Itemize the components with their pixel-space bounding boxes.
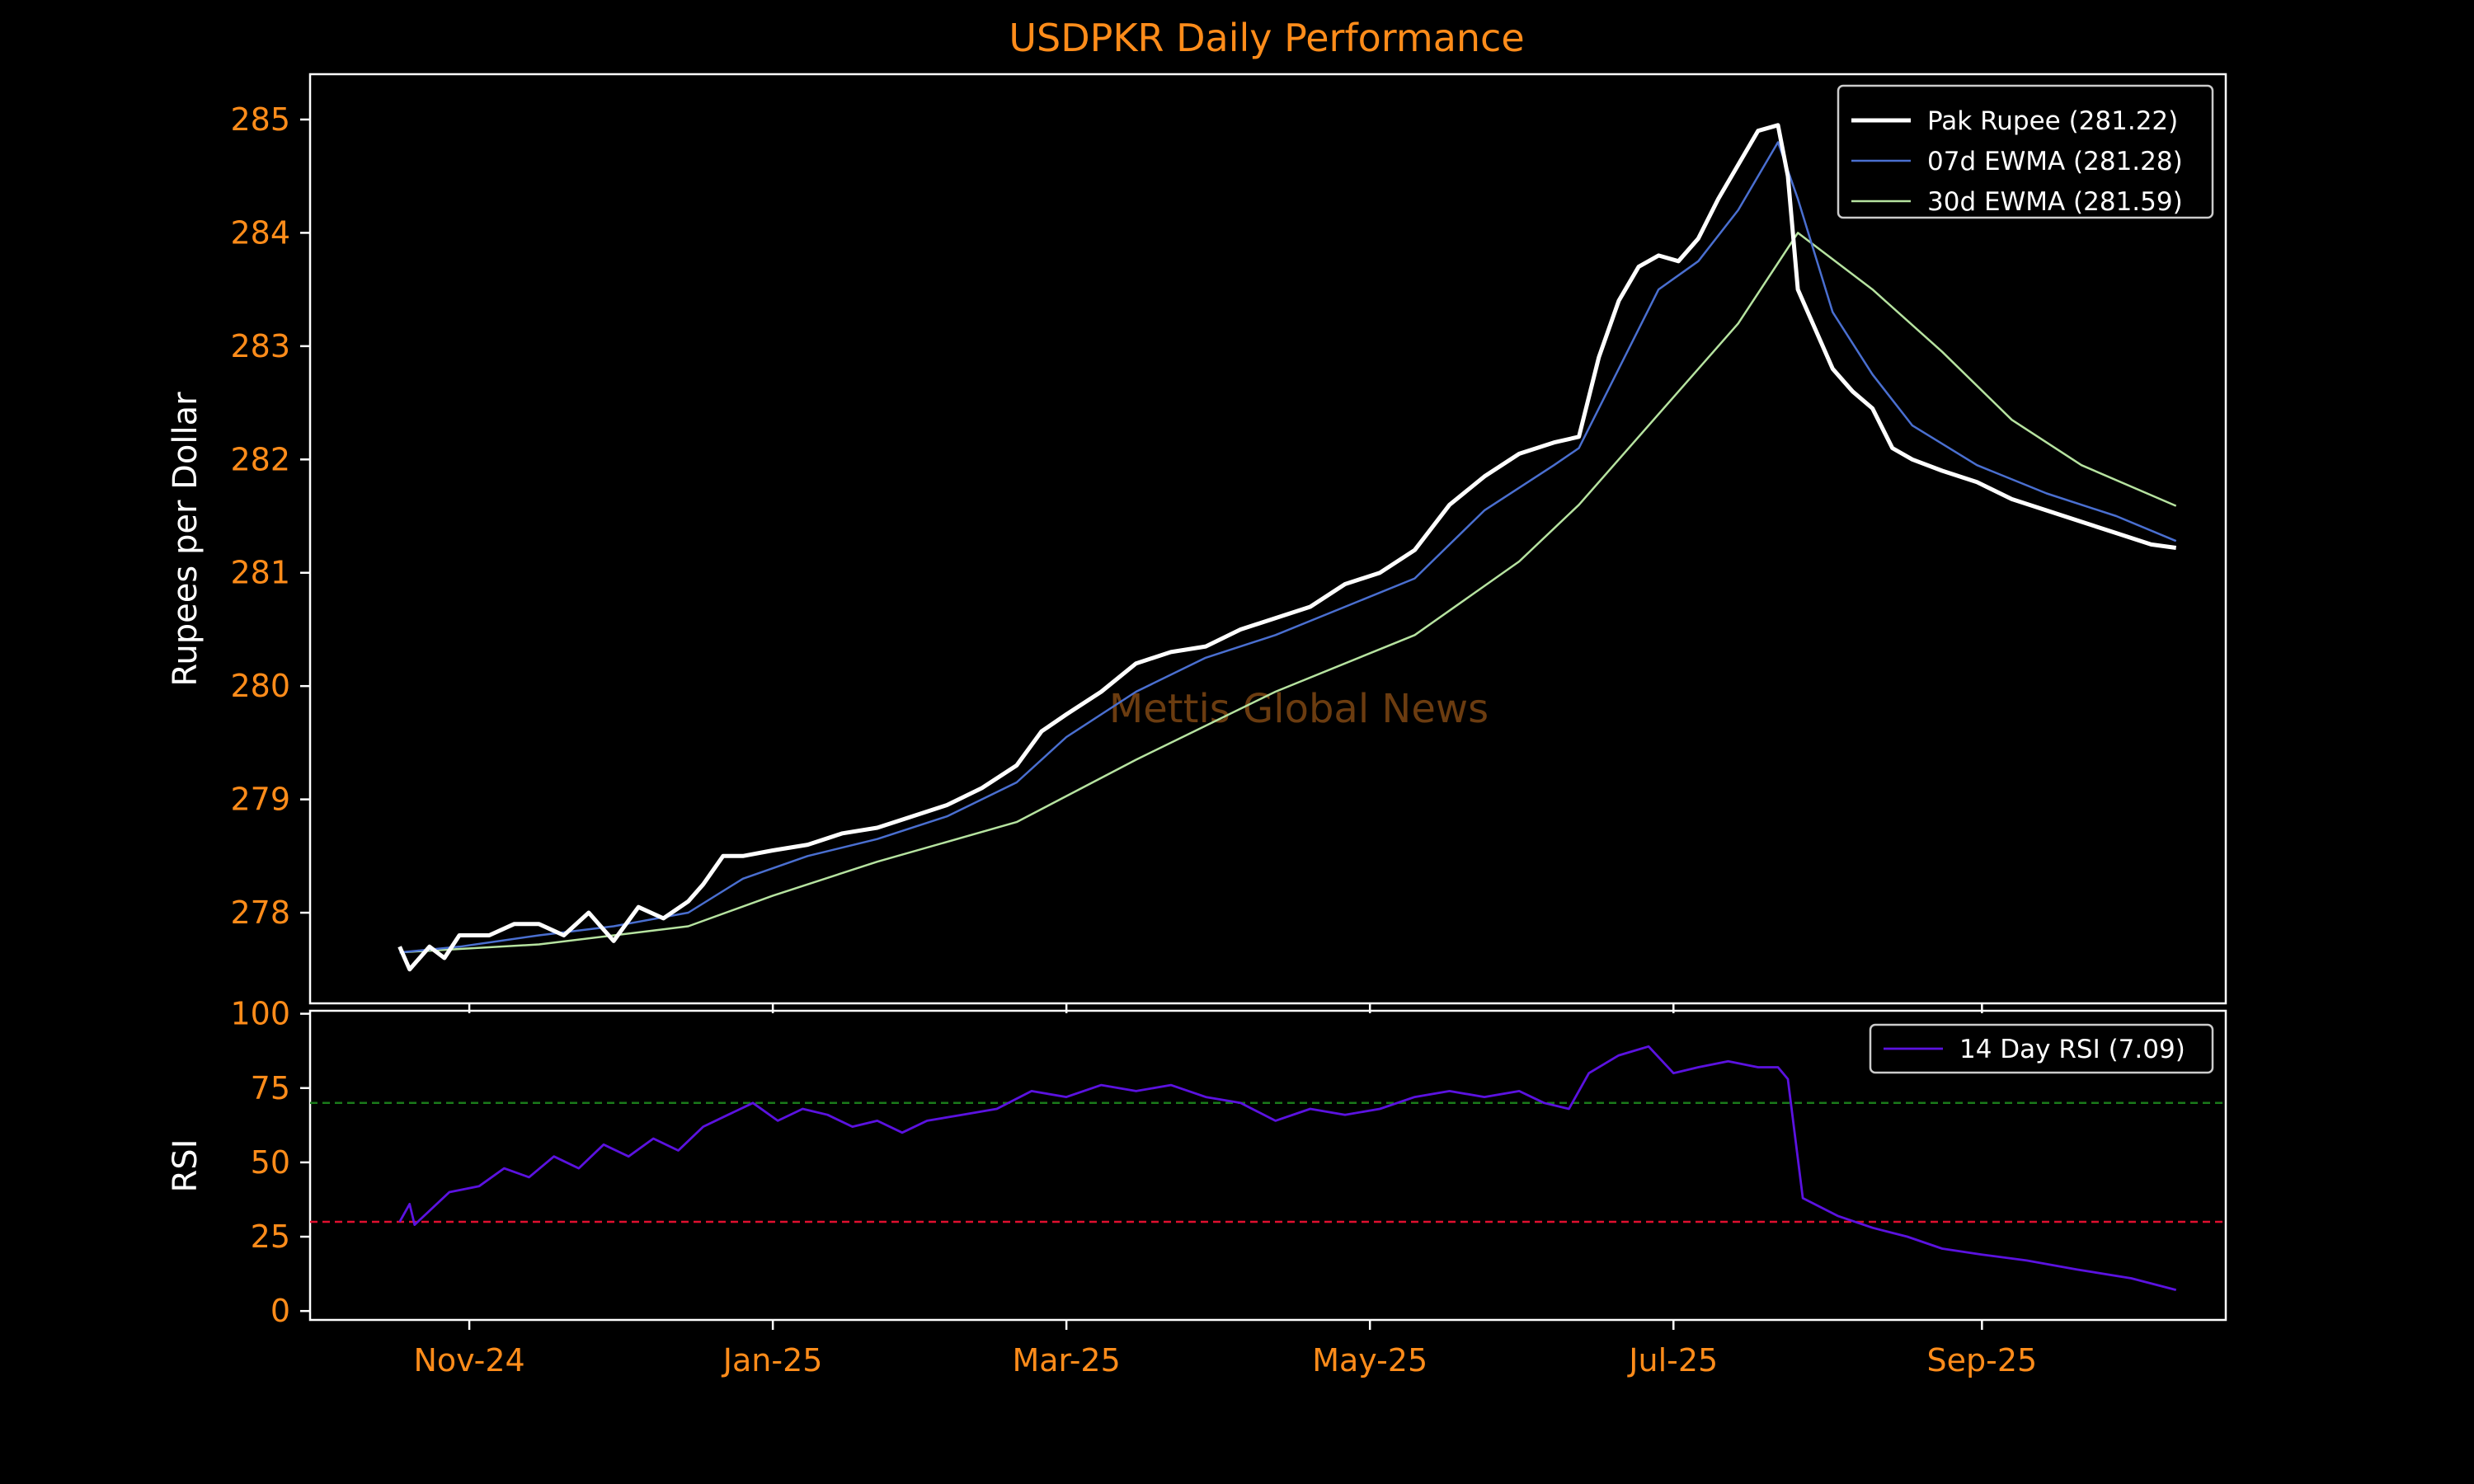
rsi-ytick-label: 25: [251, 1219, 290, 1255]
price-ytick-label: 283: [230, 328, 290, 364]
rsi-series-lines: [398, 1045, 2177, 1291]
price-ytick-label: 285: [230, 101, 290, 138]
price-ytick-label: 282: [230, 441, 290, 477]
price-legend: Pak Rupee (281.22) 07d EWMA (281.28) 30d E…: [1837, 84, 2214, 219]
price-y-axis-label: Rupees per Dollar: [167, 392, 205, 687]
legend-box: [1837, 84, 2214, 219]
series-line-pak_rupee: [397, 123, 2177, 972]
rsi-legend: 14 Day RSI (7.09): [1869, 1023, 2214, 1074]
xtick-label: Jul-25: [1627, 1342, 1718, 1378]
xtick-label: May-25: [1312, 1342, 1427, 1378]
price-ytick-label: 279: [230, 782, 290, 818]
rsi-y-axis-label: RSI: [167, 1139, 205, 1193]
price-ytick-label: 284: [230, 214, 290, 251]
rsi-reference-lines: [310, 1101, 2226, 1223]
rsi-ytick-label: 100: [230, 996, 290, 1032]
price-ytick-label: 281: [230, 555, 290, 591]
price-ytick-label: 278: [230, 895, 290, 931]
rsi-ytick-label: 0: [270, 1293, 290, 1329]
rsi-plot-frame: [308, 1009, 2227, 1322]
watermark: Mettis Global News: [1109, 686, 1489, 732]
legend-entry-rsi: 14 Day RSI (7.09): [1959, 1035, 2185, 1064]
series-line-ewma7: [399, 141, 2177, 954]
chart-title: USDPKR Daily Performance: [1009, 16, 1524, 60]
legend-entry-ewma30: 30d EWMA (281.59): [1927, 187, 2183, 217]
xtick-label: Nov-24: [413, 1342, 524, 1378]
series-line-rsi: [398, 1045, 2177, 1291]
legend-box: [1869, 1023, 2214, 1074]
rsi-panel: 0 25 50 75 100 RSI 14 Day RSI (7.09): [167, 996, 2227, 1329]
shared-x-axis: Nov-24 Jan-25 Mar-25 May-25 Jul-25 Sep-25: [413, 1003, 2037, 1378]
price-plot-frame: [308, 73, 2227, 1005]
xtick-label: Sep-25: [1927, 1342, 2038, 1378]
rsi-y-axis: 0 25 50 75 100: [230, 996, 310, 1329]
price-panel: Mettis Global News 278 279 280 281 282 283 284…: [167, 73, 2227, 1005]
rsi-ytick-label: 75: [251, 1070, 290, 1106]
xtick-label: Jan-25: [722, 1342, 823, 1378]
legend-entry-pak_rupee: Pak Rupee (281.22): [1927, 106, 2178, 136]
rsi-ytick-label: 50: [251, 1144, 290, 1181]
price-ytick-label: 280: [230, 668, 290, 704]
xtick-label: Mar-25: [1012, 1342, 1120, 1378]
legend-entry-ewma7: 07d EWMA (281.28): [1927, 147, 2183, 176]
price-y-axis: 278 279 280 281 282 283 284 285: [230, 101, 310, 931]
price-series-lines: [397, 123, 2177, 972]
series-line-ewma30: [399, 232, 2177, 954]
